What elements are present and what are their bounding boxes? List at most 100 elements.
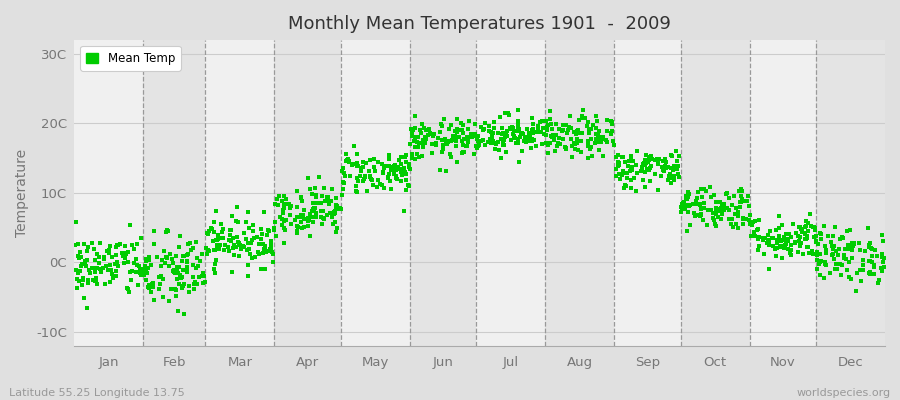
- Point: [690, 200, 705, 207]
- Point: [158, 229, 173, 235]
- Point: [793, 224, 807, 230]
- Point: [750, 226, 764, 233]
- Point: [642, 155, 656, 161]
- Point: [215, 229, 230, 235]
- Point: [74, 254, 88, 260]
- Point: [528, 143, 543, 149]
- Point: [624, 164, 638, 170]
- Point: [78, 258, 93, 264]
- Point: [821, 232, 835, 239]
- Point: [201, 230, 215, 236]
- Point: [267, 227, 282, 233]
- Point: [665, 153, 680, 159]
- Point: [328, 202, 343, 208]
- Point: [585, 152, 599, 159]
- Point: [664, 165, 679, 171]
- Point: [293, 219, 308, 226]
- Point: [556, 122, 571, 128]
- Point: [341, 156, 356, 162]
- Point: [495, 142, 509, 148]
- Point: [457, 148, 472, 155]
- Point: [841, 246, 855, 252]
- Point: [317, 216, 331, 222]
- Point: [481, 138, 495, 145]
- Point: [212, 242, 227, 248]
- Point: [438, 168, 453, 174]
- Point: [654, 173, 669, 180]
- Point: [844, 255, 859, 261]
- Point: [639, 152, 653, 158]
- Point: [724, 221, 738, 228]
- Point: [329, 203, 344, 210]
- Point: [734, 186, 748, 192]
- Point: [625, 164, 639, 170]
- Point: [775, 222, 789, 229]
- Point: [515, 148, 529, 154]
- Point: [617, 185, 632, 192]
- Point: [566, 140, 580, 146]
- Point: [531, 126, 545, 132]
- Point: [88, 257, 103, 264]
- Point: [762, 266, 777, 273]
- Point: [527, 137, 542, 143]
- Point: [693, 200, 707, 207]
- Point: [609, 154, 624, 160]
- Point: [120, 251, 134, 257]
- Point: [454, 138, 469, 144]
- Point: [179, 265, 194, 271]
- Point: [467, 121, 482, 127]
- Point: [297, 224, 311, 230]
- Point: [713, 208, 727, 214]
- Point: [496, 136, 510, 143]
- Point: [173, 233, 187, 240]
- Point: [589, 124, 603, 131]
- Point: [302, 217, 316, 223]
- Point: [246, 222, 260, 228]
- Point: [729, 221, 743, 228]
- Point: [456, 148, 471, 155]
- Point: [214, 221, 229, 227]
- Point: [864, 245, 878, 251]
- Point: [292, 214, 307, 220]
- Point: [470, 136, 484, 142]
- Point: [191, 262, 205, 269]
- Point: [745, 222, 760, 228]
- Point: [277, 202, 292, 208]
- Point: [176, 266, 191, 273]
- Point: [405, 128, 419, 134]
- Point: [409, 134, 423, 140]
- Point: [772, 225, 787, 232]
- Point: [210, 242, 224, 249]
- Point: [661, 163, 675, 170]
- Point: [87, 265, 102, 272]
- Point: [121, 286, 135, 292]
- Point: [379, 162, 393, 169]
- Point: [809, 238, 824, 245]
- Point: [461, 139, 475, 146]
- Point: [241, 239, 256, 246]
- Point: [799, 236, 814, 242]
- Point: [266, 250, 281, 257]
- Point: [364, 177, 379, 183]
- Point: [418, 125, 432, 132]
- Point: [550, 143, 564, 149]
- Point: [722, 216, 736, 222]
- Point: [765, 235, 779, 241]
- Point: [661, 177, 675, 184]
- Point: [784, 246, 798, 253]
- Point: [132, 262, 147, 269]
- Point: [391, 164, 405, 170]
- Point: [444, 154, 458, 160]
- Point: [641, 159, 655, 165]
- Point: [139, 256, 153, 262]
- Point: [539, 127, 554, 134]
- Point: [784, 234, 798, 240]
- Point: [485, 134, 500, 141]
- Point: [799, 217, 814, 224]
- Point: [310, 199, 324, 206]
- Point: [874, 265, 888, 271]
- Point: [416, 143, 430, 150]
- Point: [526, 130, 540, 136]
- Point: [256, 208, 271, 215]
- Point: [72, 249, 86, 256]
